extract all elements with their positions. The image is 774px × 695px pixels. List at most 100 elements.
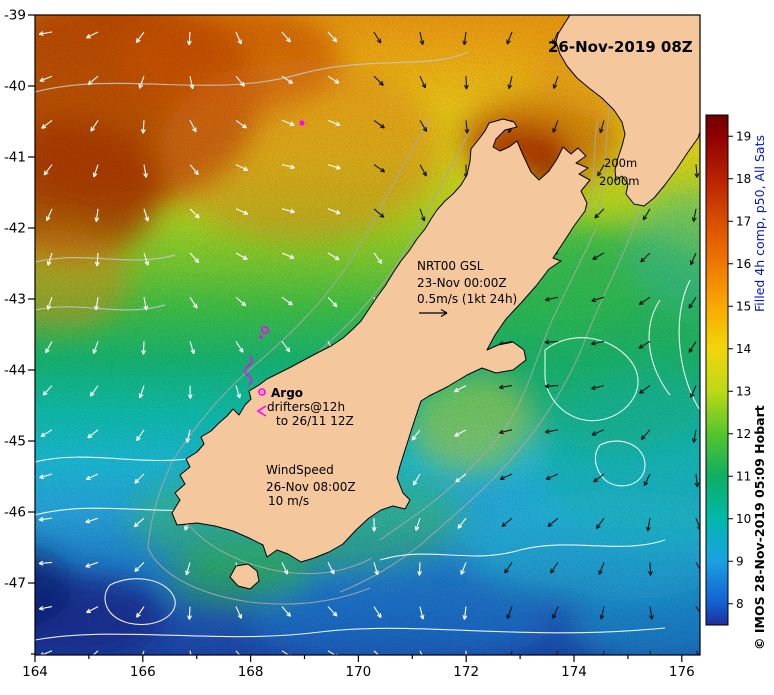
- wind-arrow: [544, 296, 559, 302]
- wind-arrow: [39, 75, 53, 82]
- wind-arrow: [506, 606, 513, 620]
- colorbar-tick-label: 8: [736, 597, 744, 611]
- y-tick-label: -45: [4, 434, 26, 450]
- wind-arrow: [504, 562, 513, 574]
- wind-arrow: [552, 31, 559, 45]
- sst-contour-3: [379, 539, 666, 561]
- wind-arrow: [235, 119, 247, 129]
- wind-arrow: [462, 606, 468, 620]
- wind-arrow: [38, 516, 53, 522]
- wind-arrow: [40, 429, 53, 438]
- wind-arrow: [327, 31, 338, 43]
- bathy-contour-2000m-west: [147, 117, 431, 605]
- wind-arrow: [141, 650, 145, 655]
- wind-arrow: [46, 297, 53, 310]
- y-tick-label: -46: [4, 505, 26, 521]
- wind-arrow: [544, 339, 559, 345]
- colorbar-tick-label: 16: [736, 257, 751, 271]
- wind-arrow: [465, 650, 467, 655]
- bathy-contour-200m-east: [379, 227, 597, 541]
- wind-arrow: [189, 208, 200, 219]
- colorbar-tick-label: 18: [736, 172, 751, 186]
- argo-float-marker: [260, 325, 269, 334]
- wind-arrow: [691, 429, 697, 443]
- wind-arrow: [281, 208, 295, 214]
- silver-contour-1: [35, 51, 469, 93]
- wind-arrow: [597, 164, 605, 177]
- south-island: [171, 118, 591, 563]
- stewart-island: [229, 563, 260, 590]
- wind-arrow: [506, 31, 513, 45]
- wind-arrow: [373, 164, 386, 173]
- wind-arrow: [143, 208, 150, 222]
- wind-arrow: [688, 296, 697, 309]
- sst-contour-6: [678, 279, 700, 411]
- wind-arrow: [371, 518, 377, 532]
- wind-arrow: [591, 385, 605, 391]
- wind-arrow: [143, 252, 150, 266]
- drifter-point: [259, 335, 263, 339]
- x-tick-label: 168: [238, 664, 264, 680]
- wind-arrow: [187, 606, 192, 620]
- argo-legend-line3: to 26/11 12Z: [276, 414, 354, 428]
- wind-arrow: [419, 31, 425, 46]
- wind-arrow: [455, 473, 467, 483]
- wind-arrow: [189, 296, 198, 309]
- x-tick-label: 176: [669, 664, 695, 680]
- credit-label: © IMOS 28-Nov-2019 05:09 Hobart: [752, 405, 767, 650]
- wind-arrow: [373, 119, 385, 129]
- wind-arrow: [327, 119, 341, 127]
- wind-arrow: [235, 650, 241, 655]
- wind-arrow: [640, 429, 651, 441]
- y-tick-label: -42: [4, 221, 26, 237]
- wind-arrow: [555, 650, 559, 655]
- wind-arrow: [281, 606, 292, 617]
- drifter-track: [244, 355, 253, 386]
- wind-arrow: [417, 562, 422, 576]
- wind-legend-line2: 26-Nov 08:00Z: [266, 480, 356, 494]
- wind-arrow: [501, 517, 513, 528]
- wind-arrow: [598, 562, 605, 575]
- wind-arrow: [235, 252, 248, 260]
- wind-arrow: [92, 650, 99, 655]
- wind-arrow: [43, 164, 53, 176]
- drifter-point: [299, 120, 305, 126]
- wind-arrow: [89, 385, 99, 397]
- x-tick-label: 170: [346, 664, 372, 680]
- wind-arrow: [462, 31, 468, 46]
- gsl-legend-line1: NRT00 GSL: [417, 259, 484, 273]
- wind-arrow: [592, 252, 605, 260]
- wind-arrow: [86, 606, 99, 614]
- y-tick-label: -44: [4, 363, 26, 379]
- colorbar-tick-label: 17: [736, 214, 751, 228]
- colorbar-tick-label: 12: [736, 427, 751, 441]
- map-datetime-label: 26-Nov-2019 08Z: [548, 38, 693, 56]
- wind-arrow: [638, 340, 651, 349]
- wind-arrow: [373, 650, 380, 655]
- colorbar-tick-label: 11: [736, 469, 751, 483]
- bathy-contour-cook-strait-1: [587, 117, 599, 216]
- drifter-legend-marker: [256, 405, 267, 417]
- wind-arrow: [136, 429, 145, 442]
- wind-arrow: [591, 296, 605, 303]
- wind-arrow: [327, 296, 338, 308]
- wind-arrow: [460, 562, 467, 575]
- wind-arrow: [419, 606, 425, 620]
- wind-arrow: [235, 341, 244, 353]
- wind-arrow: [499, 473, 513, 480]
- wind-arrow: [507, 76, 513, 90]
- argo-legend-line1: Argo: [271, 386, 303, 400]
- wind-arrow: [454, 385, 467, 393]
- wind-arrow: [327, 164, 341, 170]
- wind-arrow: [602, 650, 605, 655]
- sst-contour-5: [648, 299, 671, 396]
- wind-arrow: [185, 562, 191, 576]
- colorbar-tick-label: 13: [736, 384, 751, 398]
- wind-arrow: [419, 650, 423, 655]
- wind-arrow: [140, 120, 146, 134]
- wind-arrow: [419, 75, 427, 89]
- wind-arrow: [373, 75, 384, 86]
- colorbar-ticks: 19 18 17 16 15 14 13 12 11 10 9 8: [728, 129, 751, 611]
- wind-arrow: [552, 120, 559, 133]
